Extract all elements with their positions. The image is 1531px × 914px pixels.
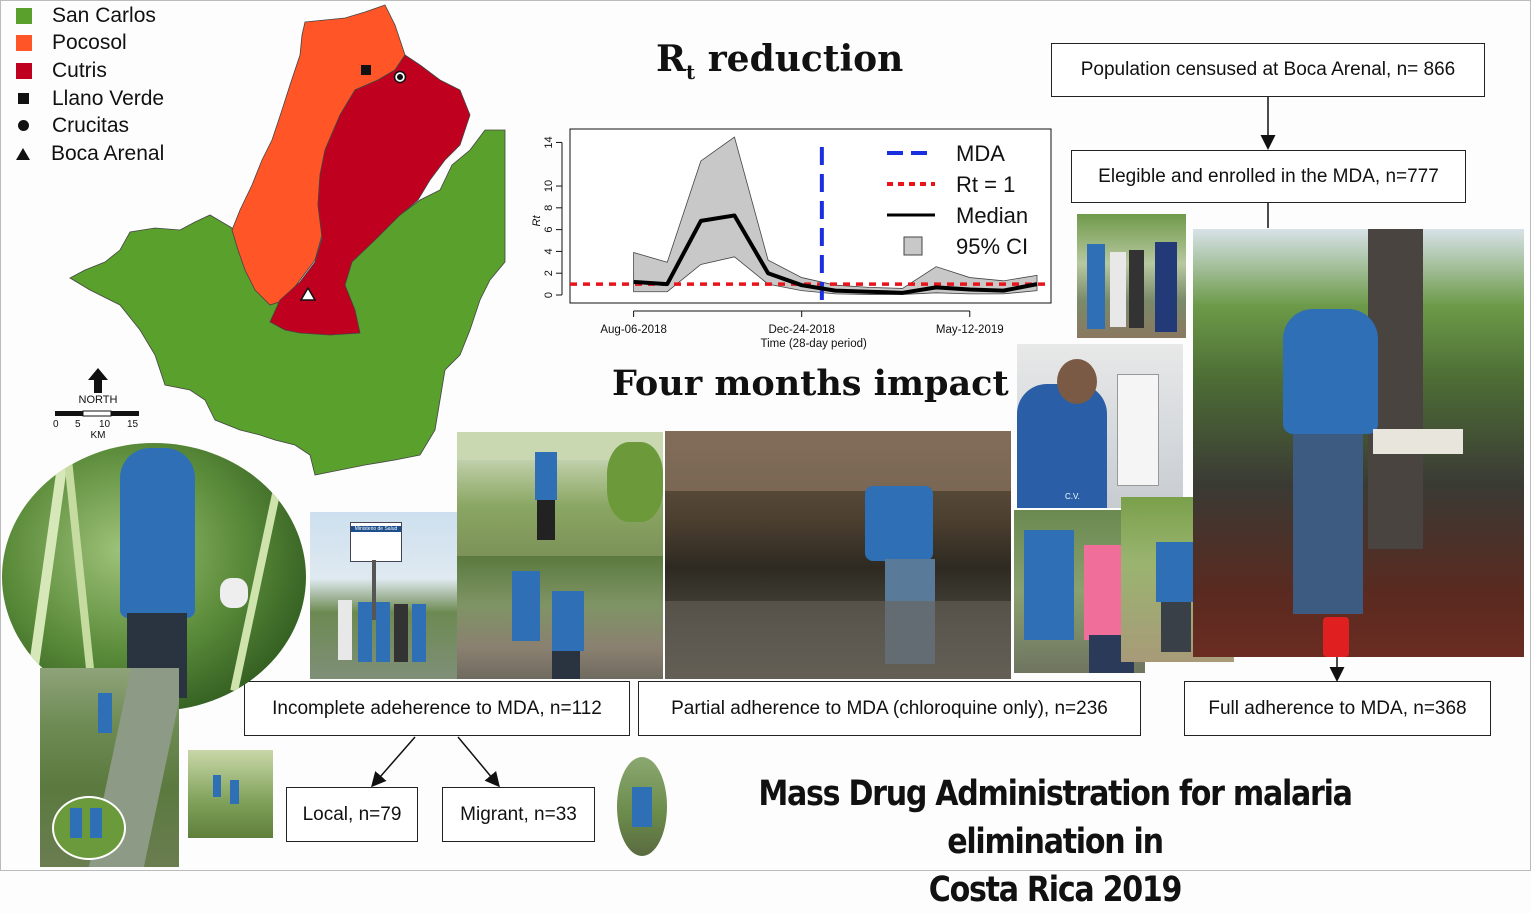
scale-tick-10: 10 bbox=[99, 419, 111, 430]
north-label: NORTH bbox=[78, 394, 118, 406]
photo-grass-worker bbox=[188, 750, 273, 838]
incomplete-adherence-box: Incomplete adeherence to MDA, n=112 bbox=[244, 681, 630, 736]
scale-tick-5: 5 bbox=[75, 419, 81, 430]
legend-label: 95% CI bbox=[956, 234, 1028, 259]
green-square-icon bbox=[16, 7, 32, 24]
migrant-box: Migrant, n=33 bbox=[442, 787, 595, 842]
x-tick-label: May-12-2019 bbox=[936, 324, 1004, 336]
full-adherence-box: Full adherence to MDA, n=368 bbox=[1184, 681, 1491, 736]
scale-tick-0: 0 bbox=[53, 419, 59, 430]
x-tick-label: Dec-24-2018 bbox=[768, 324, 834, 336]
y-tick-label: 0 bbox=[543, 292, 555, 298]
enrolled-box: Elegible and enrolled in the MDA, n=777 bbox=[1071, 150, 1466, 203]
photo-river-sampling bbox=[665, 431, 1011, 679]
photo-flooded-field bbox=[457, 432, 663, 556]
boca-arenal-marker bbox=[299, 286, 317, 301]
north-arrow-icon bbox=[88, 368, 108, 393]
shirt-initials: C.V. bbox=[1065, 492, 1080, 501]
legend-item-pocosol: Pocosol bbox=[8, 29, 127, 56]
legend-item-boca-arenal: Boca Arenal bbox=[8, 140, 164, 167]
y-axis-label: Rt bbox=[531, 215, 543, 227]
x-tick-label: Aug-06-2018 bbox=[600, 324, 667, 336]
photo-house-worker bbox=[1193, 229, 1524, 657]
legend-item-llano-verde: Llano Verde bbox=[8, 85, 164, 112]
sign-text: Ministerio de Salud bbox=[351, 526, 401, 532]
legend-item-san-carlos: San Carlos bbox=[8, 2, 156, 29]
rt-chart: 0 2 4 6 8 10 14 Rt Aug-06-2018 Dec-24-2018 May-12-… bbox=[531, 128, 1052, 350]
legend-item-cutris: Cutris bbox=[8, 57, 107, 84]
costa-rica-map bbox=[69, 4, 506, 476]
legend-label: MDA bbox=[956, 141, 1005, 166]
orange-square-icon bbox=[16, 34, 32, 51]
person-blue-hoodie bbox=[120, 448, 195, 618]
arrow-to-migrant bbox=[457, 736, 500, 788]
photo-oval-worker bbox=[617, 757, 667, 856]
four-months-impact-heading: Four months impact bbox=[612, 363, 1009, 404]
legend-swatch-ci bbox=[903, 236, 923, 256]
legend-label: Rt = 1 bbox=[956, 172, 1015, 197]
local-box: Local, n=79 bbox=[286, 787, 418, 842]
photo-two-workers bbox=[457, 556, 663, 679]
filled-triangle-icon bbox=[16, 147, 30, 160]
filled-square-icon bbox=[18, 93, 29, 104]
y-tick-label: 14 bbox=[543, 136, 555, 148]
scale-tick-15: 15 bbox=[127, 419, 139, 430]
arrow-to-local bbox=[371, 736, 416, 788]
map-legend: San Carlos Pocosol Cutris Llano Verde Cr… bbox=[8, 2, 208, 172]
north-arrow: NORTH 0 5 10 15 KM bbox=[53, 365, 140, 445]
main-title-line2: Costa Rica 2019 bbox=[928, 870, 1183, 910]
ci-band bbox=[633, 136, 1038, 295]
y-tick-label: 2 bbox=[543, 270, 555, 276]
main-title-line1: Mass Drug Administration for malaria eli… bbox=[758, 774, 1353, 862]
red-square-icon bbox=[16, 62, 32, 79]
region-pocosol bbox=[231, 4, 406, 306]
photo-path-workers bbox=[40, 668, 179, 867]
median-line bbox=[633, 213, 1038, 295]
photo-ministerio-sign: Ministerio de Salud bbox=[310, 512, 457, 679]
y-tick-label: 6 bbox=[543, 227, 555, 233]
region-cutris bbox=[269, 54, 471, 336]
llano-verde-marker bbox=[361, 65, 371, 75]
partial-adherence-box: Partial adherence to MDA (chloroquine on… bbox=[638, 681, 1141, 736]
y-tick-label: 10 bbox=[543, 180, 555, 192]
legend-label: Median bbox=[956, 203, 1028, 228]
y-tick-label: 8 bbox=[543, 205, 555, 211]
filled-circle-icon bbox=[18, 120, 29, 131]
scale-bar bbox=[55, 410, 139, 417]
photo-microscope: C.V. bbox=[1017, 344, 1183, 508]
rt-reduction-heading: Rt reduction bbox=[656, 38, 904, 85]
main-title: Mass Drug Administration for malaria eli… bbox=[698, 770, 1412, 914]
legend-item-crucitas: Crucitas bbox=[8, 112, 129, 139]
scale-unit: KM bbox=[90, 430, 106, 441]
x-axis-label: Time (28-day period) bbox=[761, 338, 867, 350]
y-tick-label: 4 bbox=[543, 248, 555, 254]
census-box: Population censused at Boca Arenal, n= 8… bbox=[1051, 43, 1485, 97]
photo-team bbox=[1077, 214, 1186, 338]
